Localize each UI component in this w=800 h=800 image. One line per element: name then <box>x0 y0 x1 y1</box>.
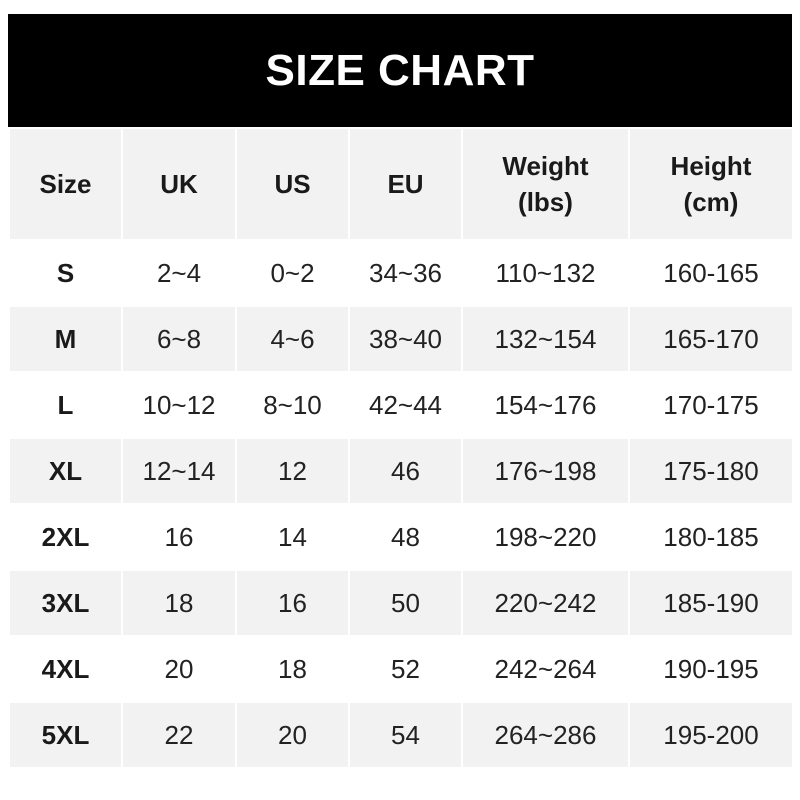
column-header-eu: EU <box>348 127 463 241</box>
cell-eu: 50 <box>348 569 463 637</box>
cell-weight: 242~264 <box>461 635 630 703</box>
cell-uk: 6~8 <box>121 305 237 373</box>
header-label: US <box>274 168 311 199</box>
table-row: 5XL 22 20 54 264~286 195-200 <box>8 701 794 769</box>
cell-uk: 12~14 <box>121 437 237 505</box>
cell-size: 3XL <box>8 569 123 637</box>
cell-size: 2XL <box>8 503 123 571</box>
table-row: L 10~12 8~10 42~44 154~176 170-175 <box>8 371 794 439</box>
cell-weight: 220~242 <box>461 569 630 637</box>
cell-eu: 54 <box>348 701 463 769</box>
cell-height: 170-175 <box>628 371 794 439</box>
header-label: Size <box>39 168 92 199</box>
column-header-size: Size <box>8 127 123 241</box>
cell-eu: 38~40 <box>348 305 463 373</box>
size-chart-title: SIZE CHART <box>8 14 792 127</box>
cell-height: 165-170 <box>628 305 794 373</box>
cell-us: 16 <box>235 569 350 637</box>
cell-size: S <box>8 239 123 307</box>
cell-weight: 198~220 <box>461 503 630 571</box>
column-header-uk: UK <box>121 127 237 241</box>
cell-us: 18 <box>235 635 350 703</box>
header-label: UK <box>160 168 198 199</box>
cell-size: 5XL <box>8 701 123 769</box>
cell-size: XL <box>8 437 123 505</box>
table-row: 3XL 18 16 50 220~242 185-190 <box>8 569 794 637</box>
cell-height: 160-165 <box>628 239 794 307</box>
cell-size: L <box>8 371 123 439</box>
header-row: Size UK US EU Weight (lbs) Height (cm) <box>8 127 794 241</box>
table-row: S 2~4 0~2 34~36 110~132 160-165 <box>8 239 794 307</box>
header-unit: (lbs) <box>518 187 573 217</box>
cell-weight: 176~198 <box>461 437 630 505</box>
cell-height: 180-185 <box>628 503 794 571</box>
cell-weight: 132~154 <box>461 305 630 373</box>
cell-us: 8~10 <box>235 371 350 439</box>
cell-uk: 20 <box>121 635 237 703</box>
cell-uk: 10~12 <box>121 371 237 439</box>
cell-eu: 34~36 <box>348 239 463 307</box>
cell-size: M <box>8 305 123 373</box>
header-label: Height <box>670 150 752 181</box>
column-header-weight: Weight (lbs) <box>461 127 630 241</box>
cell-weight: 154~176 <box>461 371 630 439</box>
cell-height: 175-180 <box>628 437 794 505</box>
cell-us: 0~2 <box>235 239 350 307</box>
header-unit: (cm) <box>683 187 739 217</box>
size-chart-table: Size UK US EU Weight (lbs) Height (cm) S 2~4 0~2 3… <box>8 127 794 769</box>
cell-uk: 16 <box>121 503 237 571</box>
cell-uk: 18 <box>121 569 237 637</box>
table-row: 2XL 16 14 48 198~220 180-185 <box>8 503 794 571</box>
cell-size: 4XL <box>8 635 123 703</box>
cell-eu: 46 <box>348 437 463 505</box>
cell-uk: 2~4 <box>121 239 237 307</box>
table-row: M 6~8 4~6 38~40 132~154 165-170 <box>8 305 794 373</box>
cell-uk: 22 <box>121 701 237 769</box>
table-row: 4XL 20 18 52 242~264 190-195 <box>8 635 794 703</box>
header-label: EU <box>387 168 424 199</box>
cell-us: 12 <box>235 437 350 505</box>
header-label: Weight <box>502 150 589 181</box>
cell-us: 4~6 <box>235 305 350 373</box>
cell-weight: 264~286 <box>461 701 630 769</box>
cell-eu: 52 <box>348 635 463 703</box>
table-row: XL 12~14 12 46 176~198 175-180 <box>8 437 794 505</box>
cell-height: 185-190 <box>628 569 794 637</box>
cell-height: 195-200 <box>628 701 794 769</box>
cell-us: 20 <box>235 701 350 769</box>
cell-height: 190-195 <box>628 635 794 703</box>
column-header-height: Height (cm) <box>628 127 794 241</box>
cell-us: 14 <box>235 503 350 571</box>
column-header-us: US <box>235 127 350 241</box>
cell-eu: 48 <box>348 503 463 571</box>
cell-weight: 110~132 <box>461 239 630 307</box>
cell-eu: 42~44 <box>348 371 463 439</box>
